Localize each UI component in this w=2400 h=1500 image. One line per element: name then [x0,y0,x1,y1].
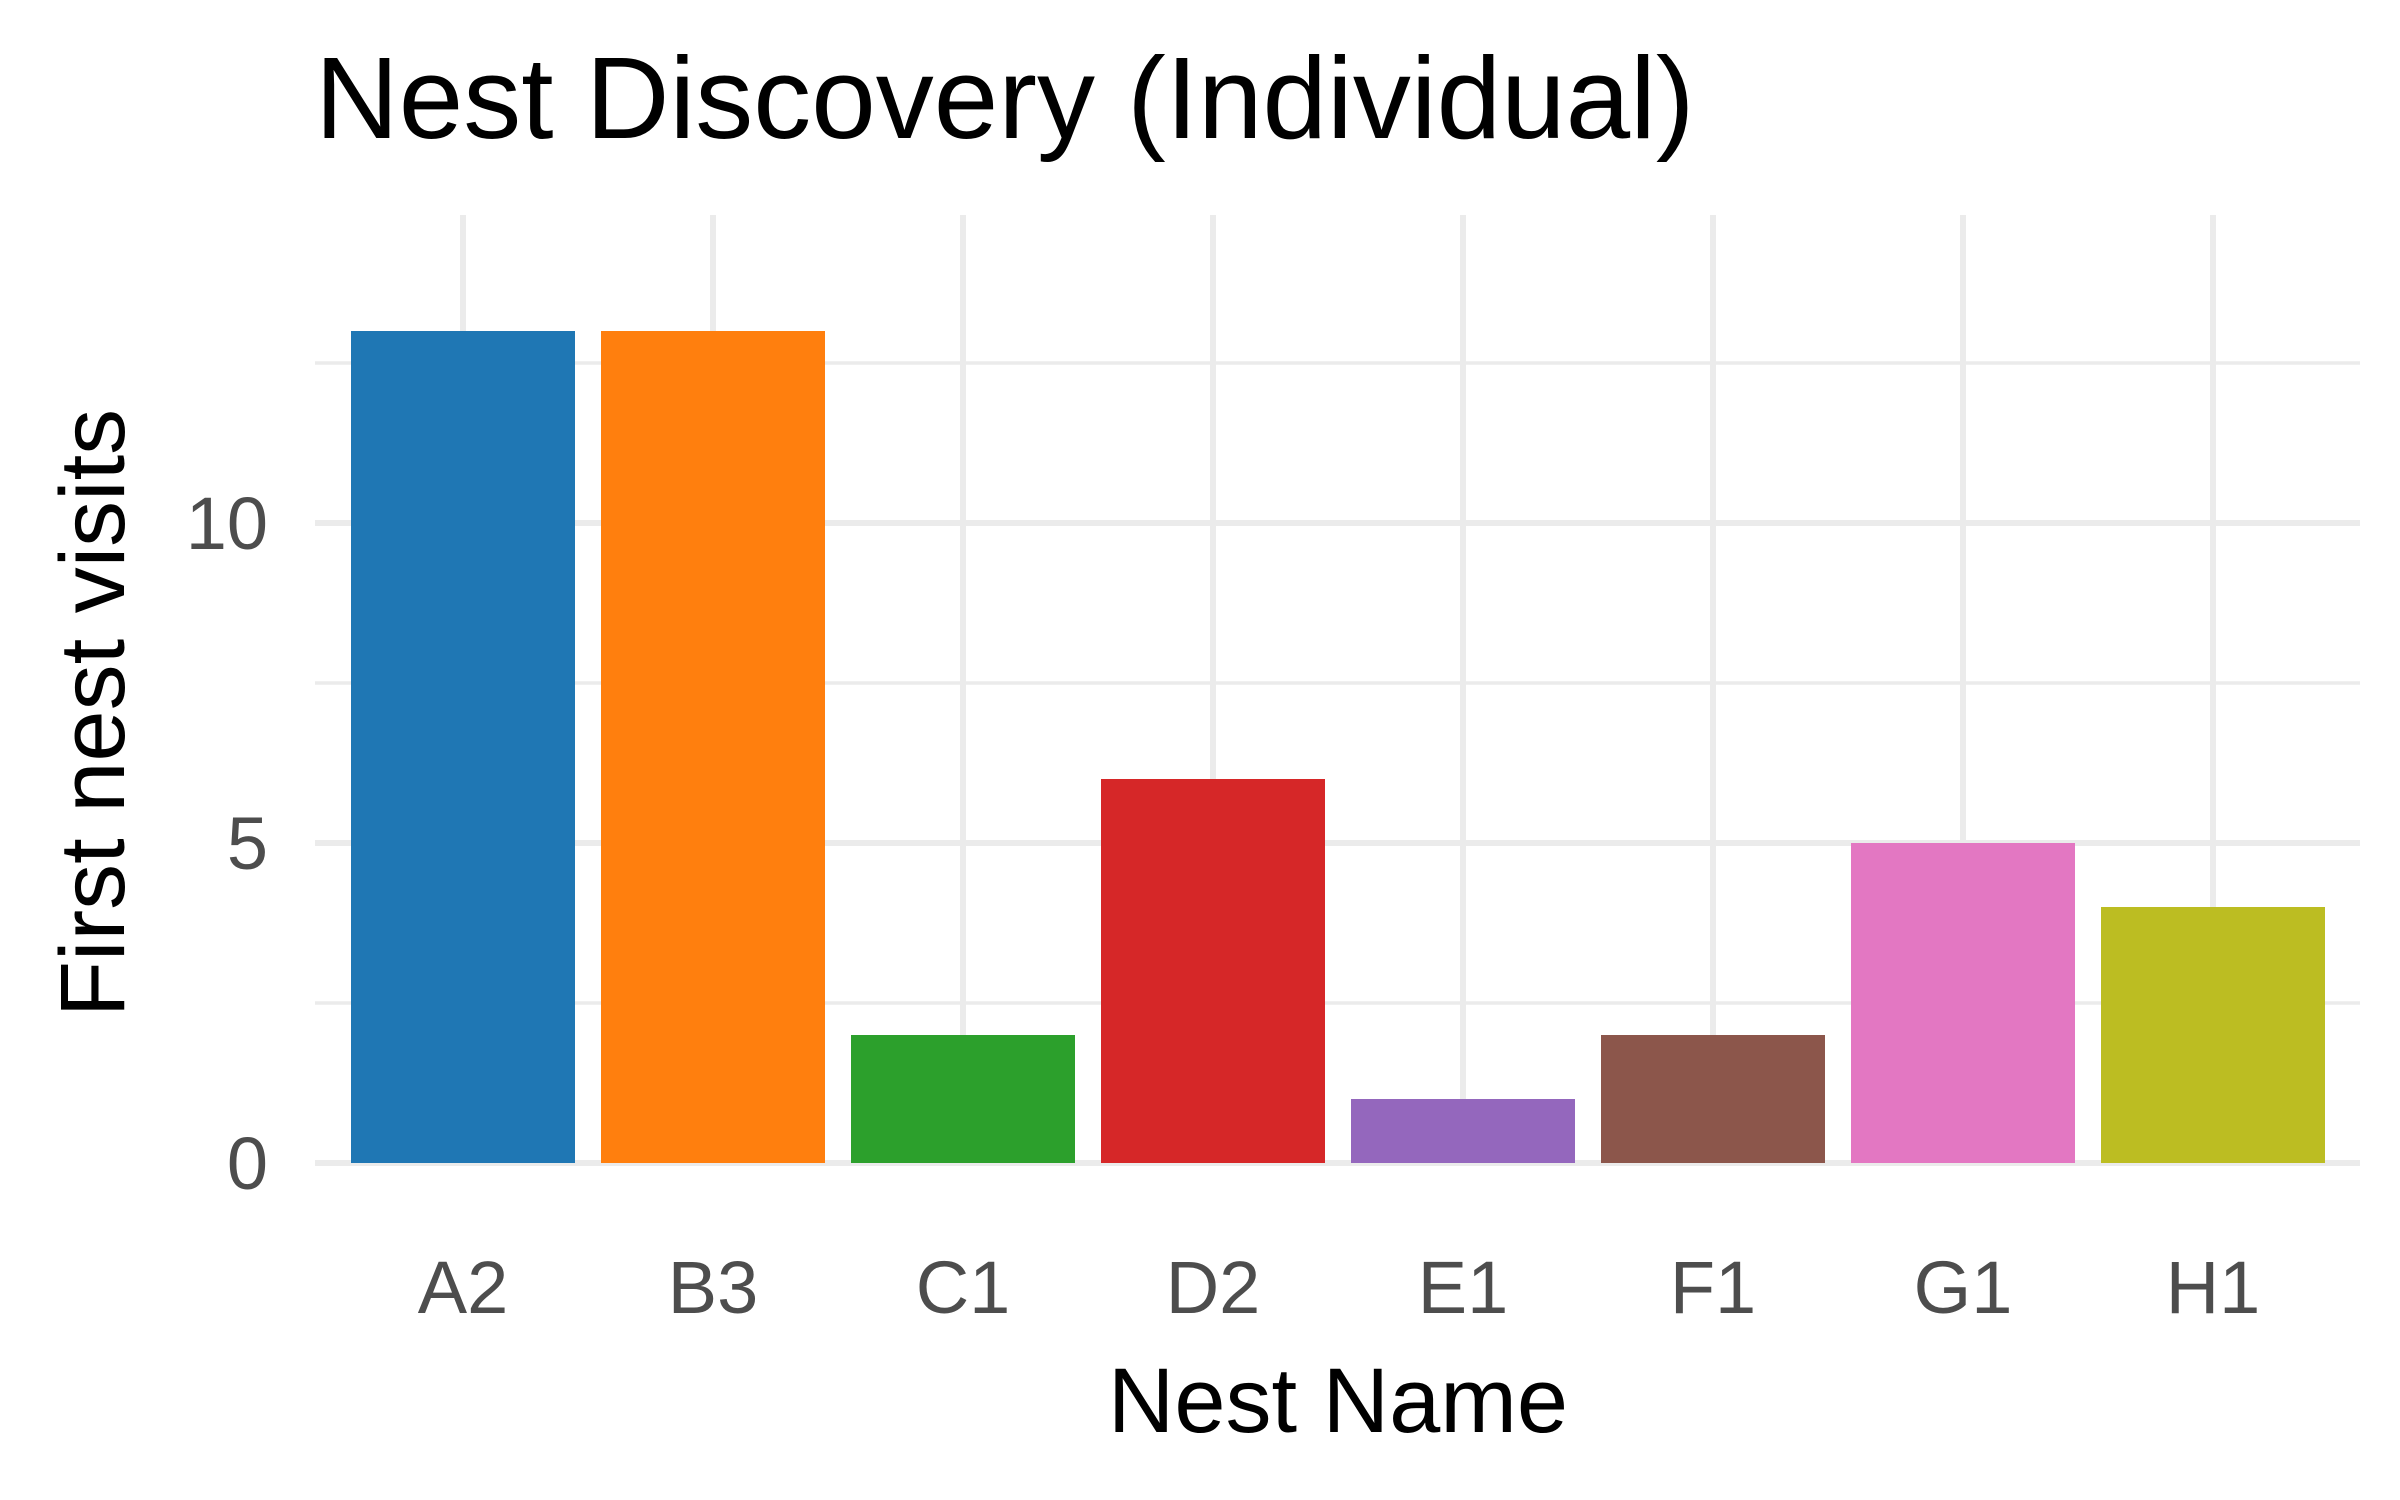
bar-a2 [351,331,575,1163]
bar-h1 [2101,907,2325,1163]
bar-g1 [1851,843,2075,1163]
y-tick-label: 10 [186,482,268,565]
x-tick-label: A2 [418,1246,509,1329]
x-axis-title: Nest Name [1108,1350,1568,1452]
x-tick-label: C1 [916,1246,1011,1329]
x-tick-label: E1 [1418,1246,1509,1329]
bar-b3 [601,331,825,1163]
bar-f1 [1601,1035,1825,1163]
x-tick-label: B3 [668,1246,759,1329]
x-axis-tick-labels: A2 B3 C1 D2 E1 F1 G1 H1 [418,1246,2261,1329]
x-tick-label: F1 [1670,1246,1756,1329]
chart-title: Nest Discovery (Individual) [315,33,1695,163]
y-tick-label: 0 [227,1122,268,1205]
bar-e1 [1351,1099,1575,1163]
bar-d2 [1101,779,1325,1163]
x-tick-label: H1 [2166,1246,2261,1329]
x-tick-label: G1 [1914,1246,2013,1329]
y-axis-tick-labels: 0 5 10 [186,482,268,1205]
x-tick-label: D2 [1166,1246,1261,1329]
bars [351,331,2325,1163]
y-axis-title: First nest visits [42,409,144,1017]
bar-c1 [851,1035,1075,1163]
y-tick-label: 5 [227,802,268,885]
